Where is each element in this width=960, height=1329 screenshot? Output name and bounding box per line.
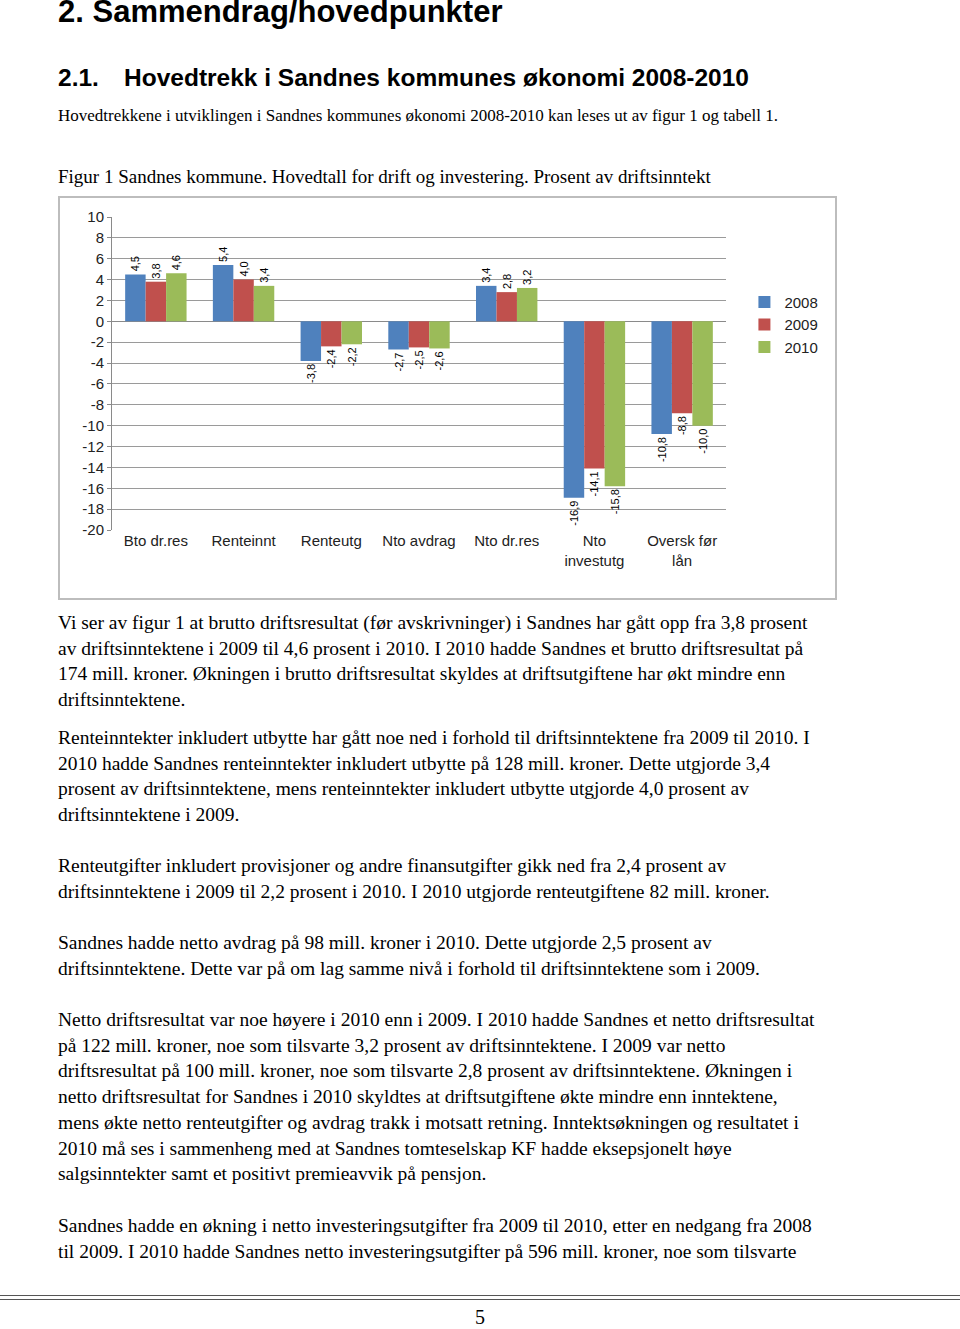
html-text:2010 må ses i sammenheng med a: 2010 må ses i sammenheng med at Sandnes … <box>58 1137 732 1159</box>
svg-text:Renteinnt: Renteinnt <box>211 532 276 549</box>
svg-text:Renteutg: Renteutg <box>301 532 362 549</box>
svg-text:Ntoinvestutg: Ntoinvestutg <box>564 532 624 569</box>
svg-text:3,4: 3,4 <box>480 268 492 283</box>
svg-text:Nto dr.res: Nto dr.res <box>474 532 539 549</box>
svg-text:4,6: 4,6 <box>170 255 182 270</box>
html-text:Figur 1 Sandnes kommune. Hoved: Figur 1 Sandnes kommune. Hovedtall for d… <box>58 166 711 187</box>
svg-text:-2: -2 <box>91 333 104 350</box>
svg-text:8: 8 <box>96 229 104 246</box>
html-text:til 2009. I 2010 hadde Sandnes: til 2009. I 2010 hadde Sandnes netto inv… <box>58 1240 797 1262</box>
svg-text:3,4: 3,4 <box>258 268 270 283</box>
svg-text:-12: -12 <box>82 438 104 455</box>
svg-text:2: 2 <box>96 292 104 309</box>
svg-text:4,5: 4,5 <box>129 256 141 271</box>
svg-text:2009: 2009 <box>784 316 817 333</box>
svg-text:-14: -14 <box>82 459 104 476</box>
svg-text:2010: 2010 <box>784 339 817 356</box>
svg-text:-16: -16 <box>82 480 104 497</box>
svg-text:-3,8: -3,8 <box>305 364 317 383</box>
html-text:mens økte netto renteutgifter: mens økte netto renteutgifter og avdrag … <box>58 1111 799 1133</box>
html-text:netto driftsresultat for Sandn: netto driftsresultat for Sandnes i 2010 … <box>58 1086 778 1108</box>
svg-text:-6: -6 <box>91 375 104 392</box>
html-text:Hovedtrekk i Sandnes kommunes: Hovedtrekk i Sandnes kommunes økonomi 20… <box>124 64 749 91</box>
html-text:salgsinntekter samt et positiv: salgsinntekter samt et positivt premieav… <box>58 1163 487 1185</box>
svg-text:5,4: 5,4 <box>217 247 229 262</box>
svg-text:-18: -18 <box>82 500 104 517</box>
svg-text:-16,9: -16,9 <box>568 501 580 526</box>
html-text:driftsinntektene.: driftsinntektene. <box>58 689 186 711</box>
html-text:2.1.: 2.1. <box>58 64 99 91</box>
svg-text:Nto avdrag: Nto avdrag <box>382 532 455 549</box>
svg-text:6: 6 <box>96 250 104 267</box>
svg-text:2,8: 2,8 <box>501 274 513 289</box>
svg-text:Bto dr.res: Bto dr.res <box>124 532 188 549</box>
html-text:Sandnes hadde netto avdrag på: Sandnes hadde netto avdrag på 98 mill. k… <box>58 932 712 953</box>
html-text:Netto driftsresultat var noe h: Netto driftsresultat var noe høyere i 20… <box>58 1009 815 1030</box>
svg-text:4,0: 4,0 <box>238 261 250 276</box>
html-text:Renteutgifter inkludert provis: Renteutgifter inkludert provisjoner og a… <box>58 855 727 876</box>
svg-text:-2,7: -2,7 <box>393 353 405 372</box>
svg-text:0: 0 <box>96 313 104 330</box>
html-text:driftsinntektene i 2009.: driftsinntektene i 2009. <box>58 804 240 826</box>
html-text:driftsresultat på 100 mill. kr: driftsresultat på 100 mill. kroner, noe … <box>58 1060 793 1082</box>
svg-text:-4: -4 <box>91 354 104 371</box>
html-text:5: 5 <box>475 1306 485 1328</box>
html-text:Sandnes hadde en økning i nett: Sandnes hadde en økning i netto invester… <box>58 1215 812 1236</box>
svg-text:2008: 2008 <box>784 294 817 311</box>
html-text:174 mill. kroner. Økningen i b: 174 mill. kroner. Økningen i brutto drif… <box>58 663 786 685</box>
html-text:på 122 mill. kroner, noe som t: på 122 mill. kroner, noe som tilsvarte 3… <box>58 1034 726 1056</box>
svg-text:3,8: 3,8 <box>150 263 162 278</box>
html-text:Renteinntekter inkludert utbyt: Renteinntekter inkludert utbytte har gåt… <box>58 727 810 748</box>
svg-text:-10,8: -10,8 <box>656 437 668 462</box>
svg-text:-2,2: -2,2 <box>346 347 358 366</box>
html-text:driftsinntektene. Dette var på: driftsinntektene. Dette var på om lag sa… <box>58 957 760 979</box>
svg-text:-8,8: -8,8 <box>676 416 688 435</box>
svg-text:-2,6: -2,6 <box>433 351 445 370</box>
html-text:2010 hadde Sandnes renteinntek: 2010 hadde Sandnes renteinntekter inklud… <box>58 752 771 774</box>
svg-text:-20: -20 <box>82 521 104 538</box>
svg-text:4: 4 <box>96 271 104 288</box>
html-text:Vi ser av figur 1 at brutto dr: Vi ser av figur 1 at brutto driftsresult… <box>58 612 808 633</box>
svg-text:-2,4: -2,4 <box>325 349 337 368</box>
html-text:driftsinntektene i 2009 til 2,: driftsinntektene i 2009 til 2,2 prosent … <box>58 880 770 902</box>
svg-text:-10,0: -10,0 <box>697 429 709 454</box>
svg-text:-8: -8 <box>91 396 104 413</box>
svg-text:10: 10 <box>87 208 104 225</box>
svg-text:-10: -10 <box>82 417 104 434</box>
svg-text:-14,1: -14,1 <box>588 471 600 496</box>
svg-text:Oversk førlån: Oversk førlån <box>647 532 717 569</box>
html-text:Hovedtrekkene i utviklingen i: Hovedtrekkene i utviklingen i Sandnes ko… <box>58 106 778 125</box>
svg-text:-2,5: -2,5 <box>413 350 425 369</box>
svg-text:-15,8: -15,8 <box>609 489 621 514</box>
html-text:av driftsinntektene i 2009 til: av driftsinntektene i 2009 til 4,6 prose… <box>58 637 804 659</box>
html-text:prosent av driftsinntektene, m: prosent av driftsinntektene, mens rentei… <box>58 778 749 800</box>
svg-text:3,2: 3,2 <box>521 270 533 285</box>
